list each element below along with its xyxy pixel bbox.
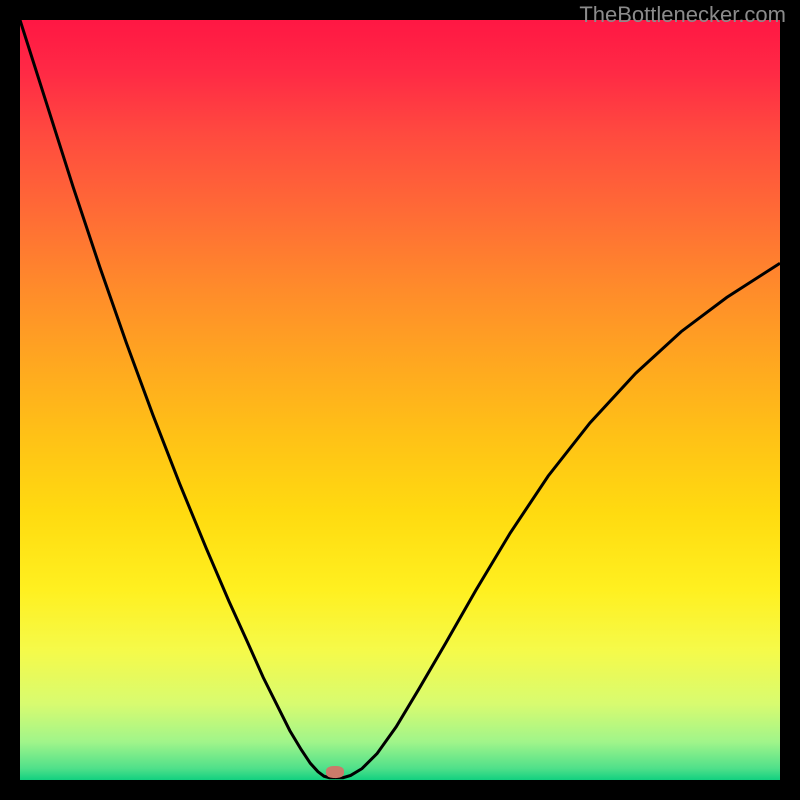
curve-left [20,20,335,778]
curve-svg [20,20,780,780]
plot-area [20,20,780,780]
watermark: TheBottlenecker.com [579,2,786,28]
minimum-marker [326,766,344,778]
curve-right [335,263,780,778]
